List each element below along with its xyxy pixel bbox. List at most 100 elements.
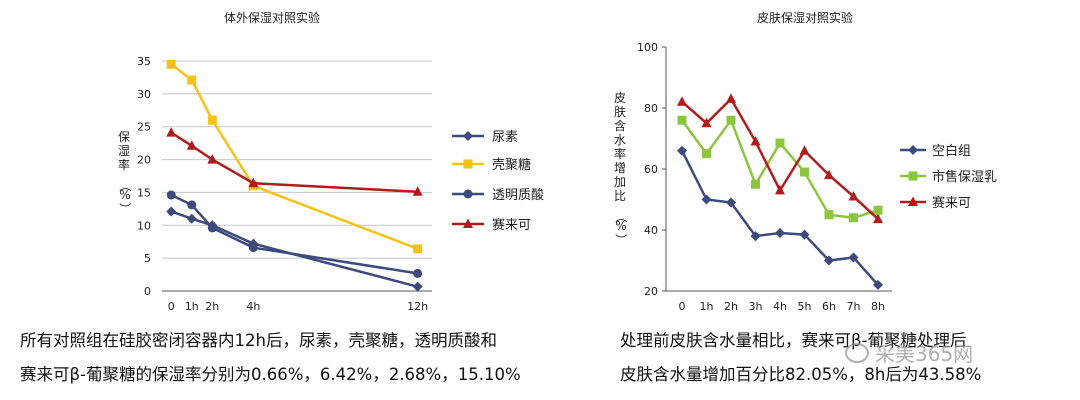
right-y-axis-label-char: 肤 — [614, 104, 626, 119]
left-legend-label: 尿素 — [492, 130, 518, 145]
left-legend-swatch-marker — [463, 131, 473, 141]
right-y-axis-label-char: 比 — [614, 189, 626, 203]
right-data-point — [800, 167, 809, 177]
right-x-tick-label: 7h — [847, 300, 861, 313]
left-legend-swatch-marker — [463, 218, 473, 228]
right-y-tick-label: 60 — [644, 163, 658, 176]
left-y-tick-label: 35 — [137, 55, 151, 68]
right-legend-label: 市售保湿乳 — [932, 169, 997, 185]
left-data-point — [207, 115, 217, 125]
right-data-point — [726, 93, 736, 103]
right-y-tick-label: 80 — [644, 102, 658, 115]
right-y-axis-label-char: 含 — [614, 118, 626, 133]
left-legend-swatch-marker — [463, 159, 473, 169]
right-data-point — [701, 117, 712, 128]
right-data-point — [824, 169, 834, 180]
left-legend-label: 壳聚糖 — [492, 157, 531, 173]
left-data-point — [166, 59, 176, 69]
left-data-point — [187, 75, 197, 85]
right-data-point — [702, 149, 711, 159]
right-legend-swatch-marker — [908, 171, 918, 181]
right-data-point — [873, 205, 883, 215]
left-x-tick-label: 2h — [205, 300, 219, 313]
right-data-point — [701, 194, 712, 205]
left-data-point — [248, 177, 259, 188]
right-data-point — [775, 138, 785, 148]
right-legend-label: 赛来可 — [932, 195, 971, 211]
right-y-axis-label-unit-char: % — [615, 219, 626, 233]
left-data-point — [207, 154, 218, 164]
left-y-tick-label: 30 — [137, 88, 151, 101]
left-x-tick-label: 4h — [246, 300, 260, 313]
right-data-point — [824, 210, 834, 220]
left-y-axis-label-unit-char: （ — [118, 180, 132, 192]
right-data-point — [848, 252, 859, 263]
left-data-point — [166, 190, 176, 200]
right-y-axis-label-char: 水 — [614, 133, 626, 147]
right-x-tick-label: 6h — [822, 300, 836, 313]
right-data-point — [677, 145, 687, 156]
right-data-point — [677, 115, 687, 125]
left-chart-title: 体外保湿对照实验 — [224, 10, 320, 25]
right-data-point — [848, 190, 859, 201]
right-legend-label: 空白组 — [932, 143, 971, 159]
right-x-tick-label: 2h — [724, 300, 738, 313]
right-data-point — [750, 231, 761, 242]
right-data-point — [726, 197, 736, 208]
right-y-tick-label: 100 — [637, 41, 658, 54]
wechat-icon — [845, 343, 869, 363]
right-y-axis-label-char: 增 — [614, 161, 626, 175]
left-y-axis-label-char: 率 — [118, 157, 130, 172]
left-legend-label: 透明质酸 — [492, 188, 544, 203]
right-data-point — [799, 145, 810, 155]
left-y-tick-label: 20 — [137, 154, 151, 167]
right-data-point — [677, 96, 687, 106]
right-y-tick-label: 40 — [644, 224, 658, 237]
right-y-axis-label-char: 加 — [614, 175, 626, 189]
left-data-point — [412, 281, 423, 292]
left-data-point — [413, 268, 423, 278]
right-data-point — [873, 213, 883, 224]
right-legend-swatch-marker — [908, 196, 918, 206]
right-data-point — [824, 255, 834, 266]
left-data-point — [207, 223, 217, 233]
left-data-point — [166, 206, 177, 217]
right-series-line — [680, 117, 879, 220]
right-x-tick-label: 5h — [798, 300, 812, 313]
left-legend-swatch-marker — [463, 189, 473, 199]
left-data-point — [413, 244, 423, 254]
right-data-point — [775, 184, 785, 195]
left-data-point — [186, 213, 197, 224]
right-y-axis-label-unit-char: （ — [614, 211, 628, 223]
right-x-tick-label: 3h — [749, 300, 763, 313]
left-y-axis-label-char: 湿 — [118, 143, 130, 158]
right-data-point — [751, 179, 760, 189]
right-data-point — [849, 213, 858, 223]
left-y-tick-label: 5 — [144, 252, 151, 265]
left-y-tick-label: 0 — [144, 285, 151, 298]
left-data-point — [186, 140, 197, 150]
left-x-tick-label: 12h — [407, 300, 428, 313]
right-y-axis-label-char: 皮 — [614, 91, 626, 105]
right-data-point — [775, 228, 785, 239]
left-caption-line-2: 赛来可β-葡聚糖的保湿率分别为0.66%，6.42%，2.68%，15.10% — [20, 365, 521, 384]
left-y-axis-label-char: 保 — [118, 130, 130, 144]
left-x-tick-label: 0 — [168, 300, 175, 313]
right-chart-title: 皮肤保湿对照实验 — [757, 10, 853, 25]
watermark: 采美365网 — [845, 338, 973, 367]
left-x-tick-label: 1h — [185, 300, 199, 313]
left-y-axis-label-unit-char: % — [119, 188, 130, 202]
right-x-tick-label: 4h — [773, 300, 787, 313]
right-legend-swatch-marker — [908, 145, 918, 155]
right-caption-line-1: 处理前皮肤含水量相比，赛来可β-葡聚糖处理后 — [620, 331, 967, 350]
left-legend-label: 赛来可 — [492, 217, 531, 233]
right-x-tick-label: 0 — [679, 300, 686, 313]
left-data-point — [412, 186, 423, 196]
left-y-axis-label-unit-char: ） — [118, 203, 132, 215]
right-y-axis-label-char: 率 — [614, 146, 626, 161]
left-y-tick-label: 25 — [137, 121, 151, 134]
left-data-point — [187, 200, 197, 210]
right-caption-line-2: 皮肤含水量增加百分比82.05%，8h后为43.58% — [620, 365, 982, 384]
right-data-point — [750, 136, 761, 146]
